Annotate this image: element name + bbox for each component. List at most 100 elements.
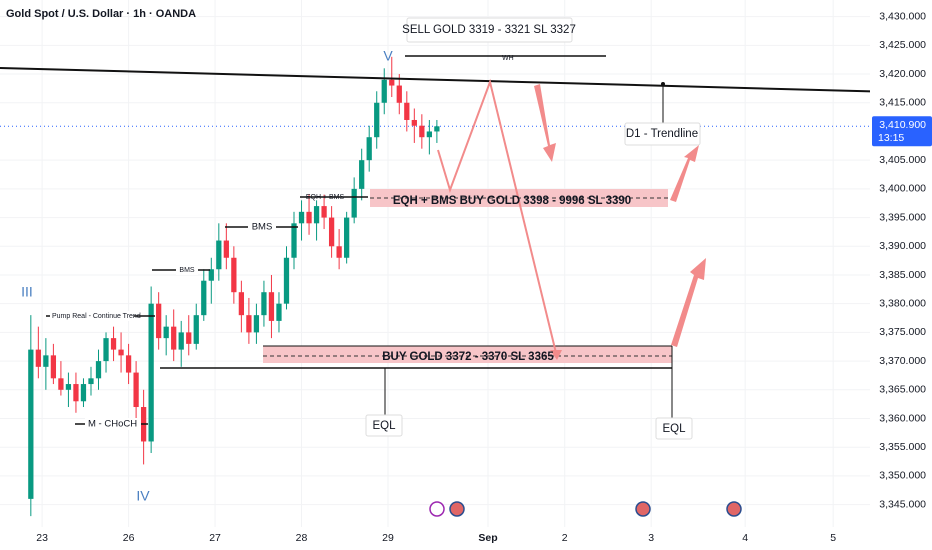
y-tick-label: 3,405.000: [879, 154, 926, 166]
candle-body: [419, 125, 425, 138]
callout-dot: [661, 82, 665, 86]
y-tick-label: 3,360.000: [879, 412, 926, 424]
label-bg: [85, 418, 141, 430]
annotation: EQL: [662, 423, 686, 435]
y-tick-label: 3,380.000: [879, 297, 926, 309]
candle-body: [58, 378, 64, 390]
y-axis-bg: [870, 0, 932, 550]
candle-body: [276, 303, 282, 321]
candle-body: [110, 338, 117, 350]
candle-body: [80, 384, 87, 402]
x-tick-label: 5: [830, 532, 836, 544]
candle-body: [238, 292, 245, 316]
arrow: [671, 258, 706, 347]
annotation: BMS: [179, 267, 195, 274]
candle-body: [178, 332, 184, 350]
wave-label: III: [21, 284, 33, 300]
candle-body: [253, 315, 260, 333]
y-tick-label: 3,385.000: [879, 269, 926, 281]
y-tick-label: 3,350.000: [879, 470, 926, 482]
candle-body: [298, 211, 305, 224]
y-tick-label: 3,355.000: [879, 441, 926, 453]
x-tick-label: 23: [36, 532, 48, 544]
last-price-box: [872, 116, 932, 147]
candle-body: [344, 217, 350, 258]
candle-body: [193, 315, 199, 344]
candle-body: [389, 79, 395, 86]
x-tick-label: Sep: [478, 532, 497, 544]
candle-body: [28, 349, 34, 499]
candle-body: [306, 211, 312, 224]
y-tick-label: 3,390.000: [879, 240, 926, 252]
countdown-label: 13:15: [878, 132, 904, 144]
x-tick-label: 3: [648, 532, 654, 544]
candle-body: [231, 257, 237, 293]
candle-body: [336, 246, 342, 258]
y-tick-label: 3,430.000: [879, 10, 926, 22]
arrow-head: [550, 350, 562, 360]
annotation: EQL: [372, 420, 396, 432]
candle-body: [261, 292, 267, 316]
candle-body: [88, 378, 94, 385]
annotation: Pump Real - Continue Trend: [52, 313, 141, 320]
annotation: SELL GOLD 3319 - 3321 SL 3327: [402, 24, 576, 36]
candle-body: [201, 280, 207, 316]
candle-body: [133, 372, 139, 408]
candle-body: [381, 79, 387, 103]
label-bg: [248, 221, 276, 233]
candle-body: [148, 303, 154, 442]
candle-body: [351, 188, 357, 218]
axes: 3,345.000 3,350.000 3,355.000 3,360.000 3,36…: [36, 10, 932, 544]
path-arrow: [437, 78, 558, 358]
x-axis-bg: [0, 527, 932, 550]
annotation: D1 - Trendline: [626, 128, 698, 140]
candle-body: [50, 355, 57, 379]
candle-body: [313, 206, 320, 224]
candle-body: [186, 332, 192, 344]
annotation: EQH + BMS: [306, 194, 345, 201]
label-box: [655, 417, 693, 440]
event-icon[interactable]: [726, 501, 742, 517]
label-box: [406, 17, 573, 43]
candle-body: [163, 326, 169, 339]
y-tick-label: 3,425.000: [879, 39, 926, 51]
candle-body: [208, 269, 214, 281]
label-box: [624, 122, 701, 146]
candle-body: [125, 355, 132, 373]
label-bg: [176, 265, 198, 275]
y-tick-label: 3,345.000: [879, 498, 926, 510]
arrow: [670, 145, 699, 202]
y-tick-label: 3,395.000: [879, 211, 926, 223]
event-icon[interactable]: [635, 501, 651, 517]
candle-body: [366, 137, 372, 161]
x-tick-label: 28: [296, 532, 308, 544]
candle-body: [359, 160, 365, 189]
candle-body: [328, 217, 335, 247]
candles: [28, 56, 440, 517]
candle-body: [291, 223, 297, 258]
last-price-label: 3,410.900: [879, 119, 926, 131]
candle-body: [43, 355, 49, 367]
event-icon[interactable]: [429, 501, 445, 517]
event-icon[interactable]: [449, 501, 465, 517]
candle-body: [216, 240, 222, 270]
candle-body: [95, 361, 102, 379]
candle-body: [426, 131, 432, 138]
x-tick-label: 4: [742, 532, 748, 544]
candle-body: [171, 326, 177, 350]
y-tick-label: 3,365.000: [879, 384, 926, 396]
wave-label: IV: [136, 488, 150, 504]
annotation: EQH + BMS BUY GOLD 3398 - 9996 SL 3390: [393, 195, 631, 207]
y-tick-label: 3,400.000: [879, 183, 926, 195]
candle-body: [411, 119, 417, 126]
candle-body: [434, 126, 440, 132]
zone-buy: [263, 346, 672, 363]
wave-label: V: [383, 48, 393, 64]
candle-body: [268, 292, 275, 321]
candle-body: [283, 257, 290, 304]
annotation: BMS: [252, 222, 273, 233]
candle-body: [118, 349, 124, 356]
x-tick-label: 27: [209, 532, 221, 544]
candle-body: [103, 338, 109, 362]
